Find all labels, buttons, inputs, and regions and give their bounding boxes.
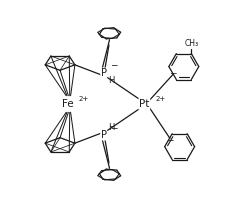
- Text: 2+: 2+: [155, 95, 165, 102]
- Text: −: −: [169, 68, 177, 77]
- Text: P: P: [101, 130, 107, 140]
- Text: −: −: [110, 124, 117, 132]
- Text: H: H: [108, 123, 115, 132]
- Text: Fe: Fe: [62, 99, 73, 109]
- Text: −: −: [166, 135, 173, 144]
- Text: Pt: Pt: [139, 99, 149, 109]
- Text: H: H: [108, 76, 115, 85]
- Text: −: −: [110, 61, 117, 70]
- Text: P: P: [101, 68, 107, 78]
- Text: 2+: 2+: [78, 95, 89, 102]
- Text: CH₃: CH₃: [184, 39, 198, 48]
